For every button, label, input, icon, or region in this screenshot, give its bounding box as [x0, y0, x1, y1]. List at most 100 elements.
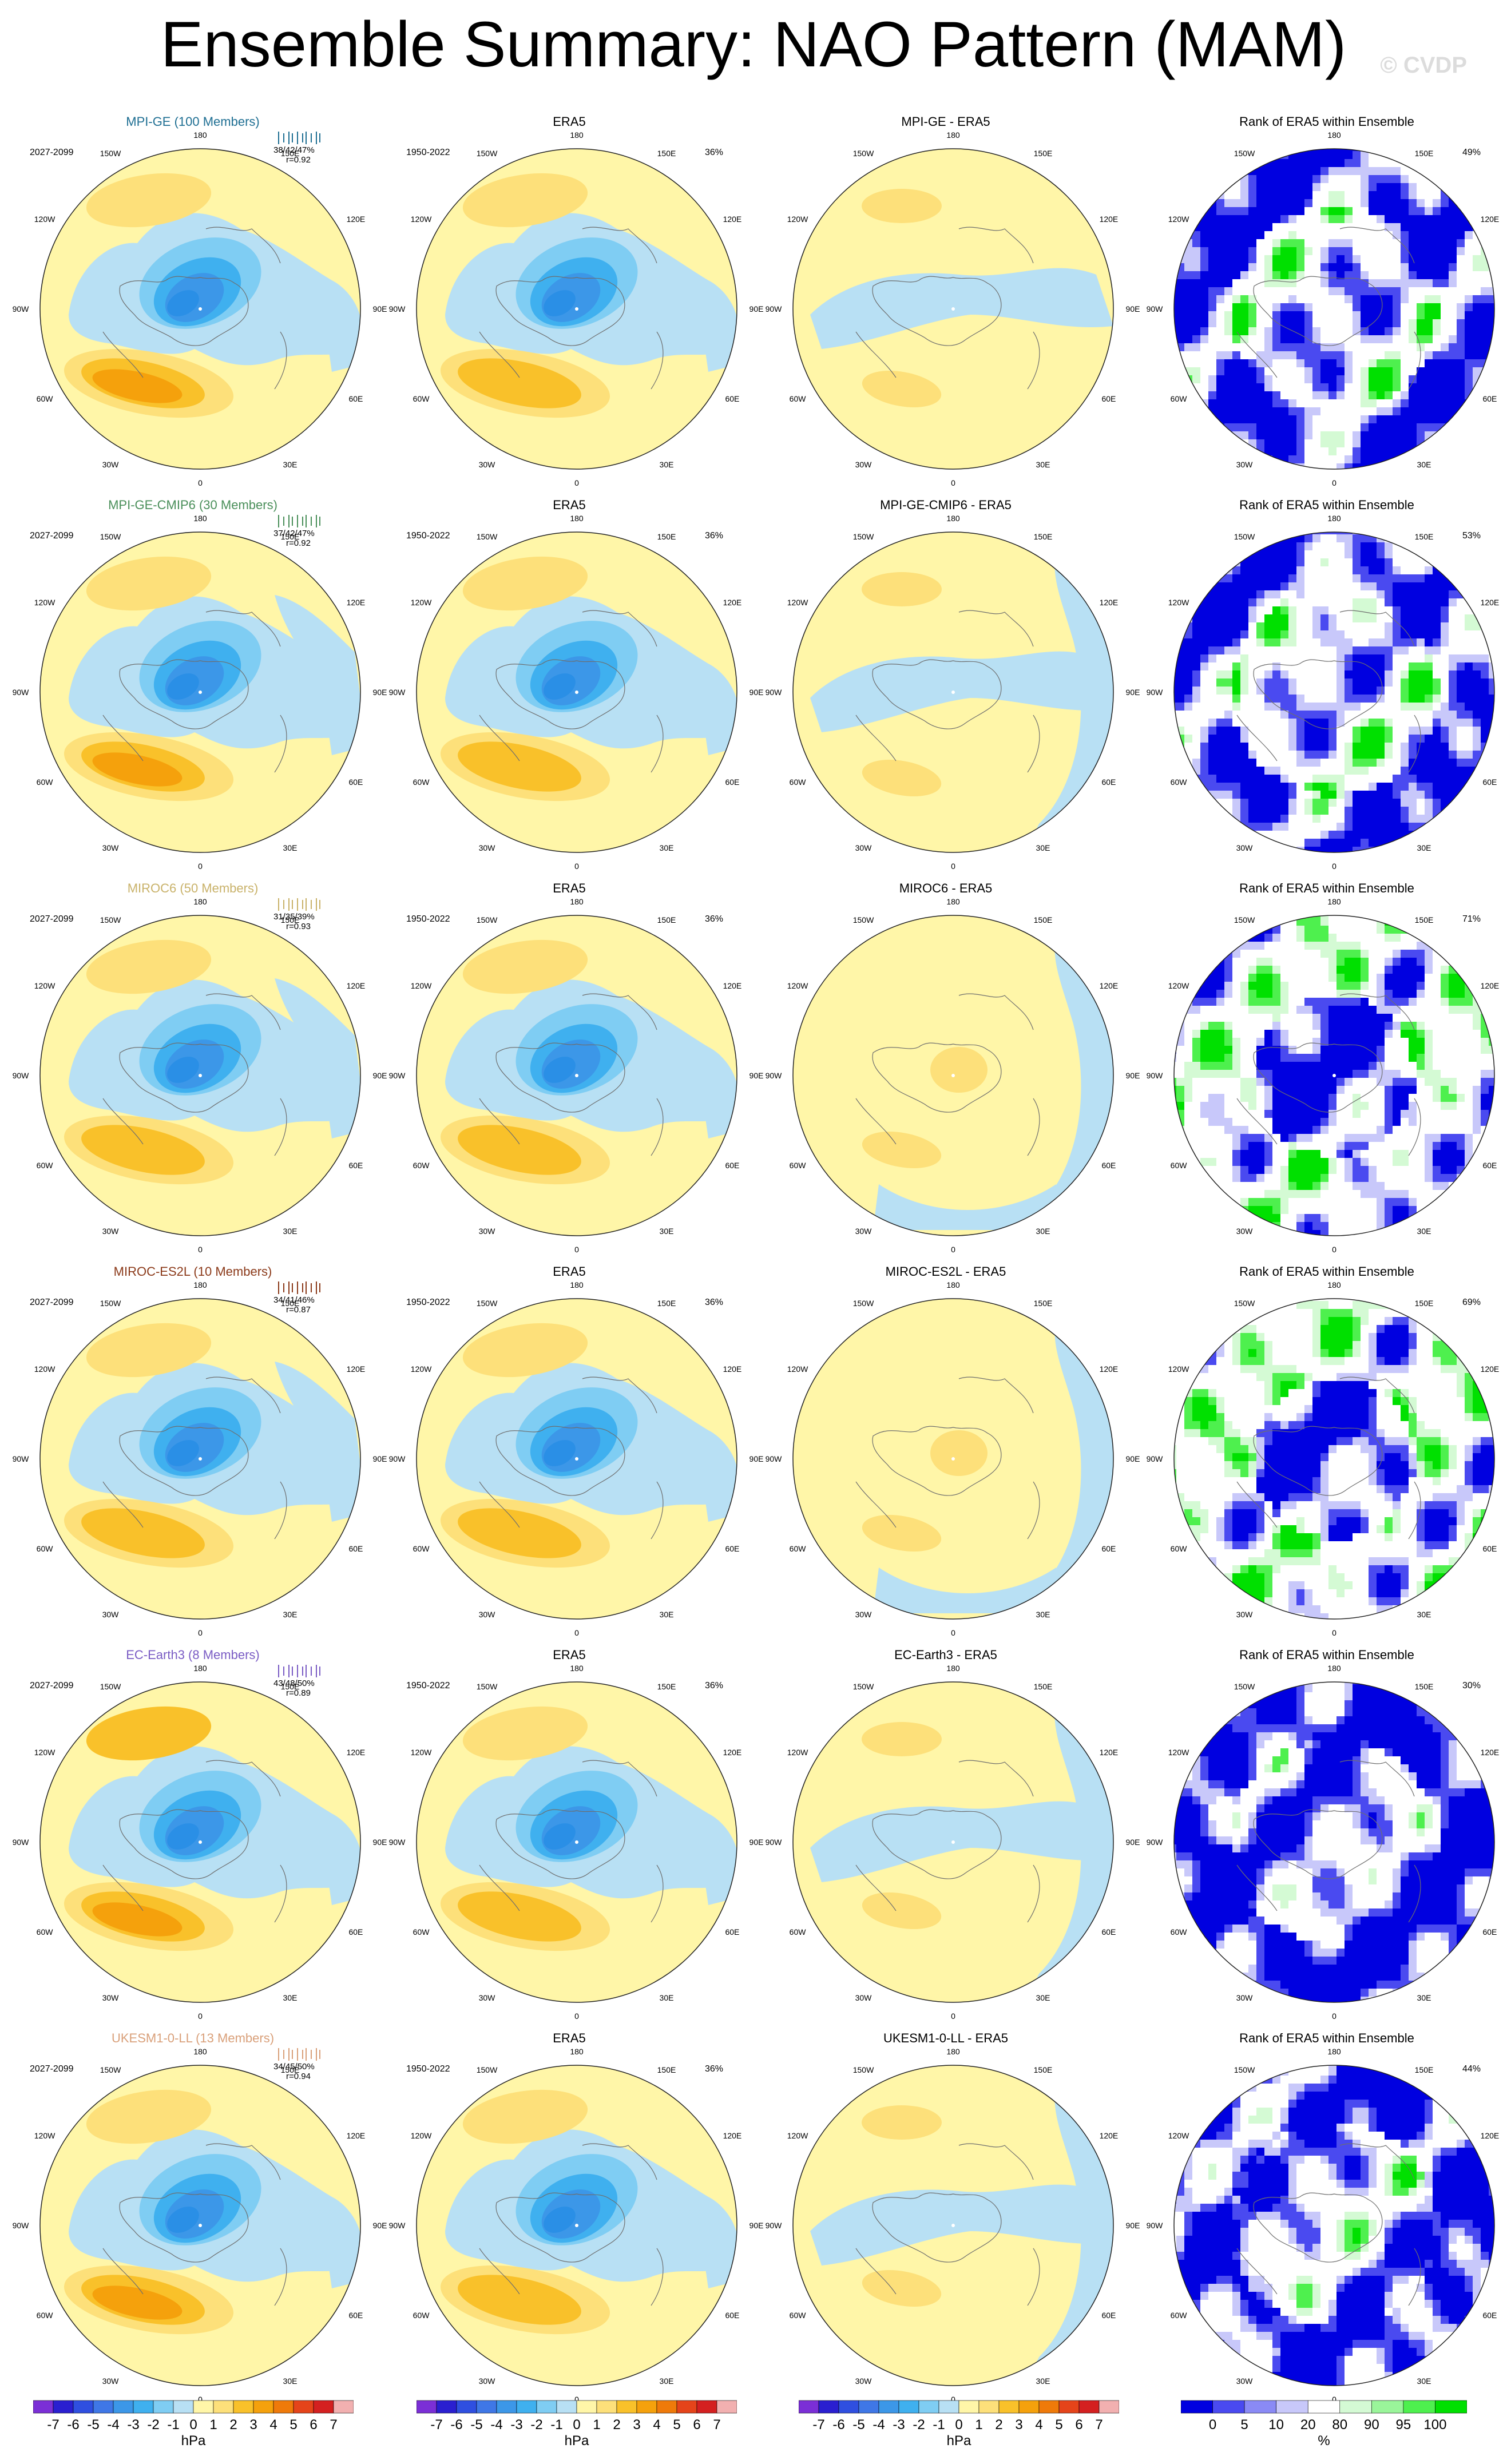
rank-cell — [1248, 1357, 1256, 1365]
rank-cell — [1296, 1182, 1304, 1190]
rank-cell — [1216, 359, 1224, 367]
rank-cell — [1361, 1517, 1369, 1525]
rank-cell — [1441, 1158, 1449, 1166]
rank-cell — [1272, 1509, 1280, 1517]
low-pressure-east — [326, 1476, 355, 1522]
rank-cell — [1320, 1158, 1328, 1166]
low-pressure-east — [703, 709, 731, 755]
lon-label-left: 90W — [388, 1071, 406, 1080]
rank-cell — [1409, 1333, 1417, 1341]
rank-cell — [1417, 695, 1425, 703]
difference-panel: MPI-GE-CMIP6 - ERA5 180 150E 120E 90E 60E 30E 0… — [758, 498, 1140, 881]
rank-cell — [1312, 622, 1320, 630]
rank-cell — [1361, 375, 1369, 383]
rank-cell — [1337, 391, 1345, 399]
rank-cell — [1192, 590, 1200, 598]
rank-cell — [1361, 855, 1369, 858]
rank-cell — [1353, 1102, 1361, 1110]
rank-cell — [1377, 542, 1385, 550]
rank-cell — [1216, 279, 1224, 287]
rank-cell — [1304, 1373, 1312, 1381]
rank-cell — [1288, 1381, 1296, 1389]
rank-cell — [1224, 1429, 1232, 1437]
rank-cell — [1369, 1389, 1377, 1397]
rank-cell — [1224, 199, 1232, 207]
rank-cell — [1497, 1469, 1500, 1477]
rank-cell — [1240, 1437, 1248, 1445]
rank-cell — [1232, 223, 1240, 231]
rank-cell — [1361, 279, 1369, 287]
rank-cell — [1465, 1006, 1473, 1014]
rank-cell — [1208, 719, 1216, 727]
rank-cell — [1409, 606, 1417, 614]
rank-cell — [1176, 423, 1184, 431]
rank-cell — [1272, 670, 1280, 679]
rank-cell — [1361, 167, 1369, 175]
rank-cell — [1337, 630, 1345, 638]
rank-cell — [1288, 799, 1296, 807]
rank-cell — [1304, 183, 1312, 191]
rank-cell — [1216, 598, 1224, 606]
rank-cell — [1174, 271, 1176, 279]
rank-cell — [1240, 391, 1248, 399]
rank-cell — [1184, 199, 1192, 207]
rank-cell — [1272, 1445, 1280, 1453]
rank-cell — [1304, 327, 1312, 335]
rank-cell — [1409, 727, 1417, 735]
rank-cell — [1288, 191, 1296, 199]
rank-cell — [1441, 149, 1449, 151]
rank-cell — [1473, 926, 1481, 934]
rank-cell — [1288, 207, 1296, 215]
rank-cell — [1401, 423, 1409, 431]
rank-cell — [1425, 295, 1433, 303]
rank-cell — [1208, 279, 1216, 287]
rank-cell — [1200, 223, 1208, 231]
rank-cell — [1224, 1126, 1232, 1134]
rank-cell — [1248, 415, 1256, 423]
rank-cell — [1248, 359, 1256, 367]
rank-cell — [1280, 239, 1288, 247]
rank-cell — [1176, 1557, 1184, 1565]
rank-cell — [1174, 679, 1176, 687]
rank-cell — [1216, 1054, 1224, 1062]
rank-cell — [1417, 638, 1425, 646]
rank-cell — [1272, 215, 1280, 223]
rank-cell — [1393, 231, 1401, 239]
rank-cell — [1345, 815, 1353, 823]
rank-cell — [1248, 1349, 1256, 1357]
rank-cell — [1353, 1309, 1361, 1317]
rank-cell — [1369, 807, 1377, 815]
rank-cell — [1312, 791, 1320, 799]
rank-cell — [1296, 1126, 1304, 1134]
rank-cell — [1385, 335, 1393, 343]
rank-cell — [1337, 1525, 1345, 1533]
rank-cell — [1272, 399, 1280, 407]
rank-cell — [1377, 670, 1385, 679]
rank-cell — [1216, 1445, 1224, 1453]
rank-cell — [1409, 998, 1417, 1006]
rank-cell — [1264, 934, 1272, 942]
rank-cell — [1481, 1525, 1489, 1533]
rank-cell — [1192, 918, 1200, 926]
rank-cell — [1256, 1429, 1264, 1437]
rank-cell — [1417, 966, 1425, 974]
rank-cell — [1441, 1365, 1449, 1373]
rank-cell — [1328, 942, 1337, 950]
rank-cell — [1240, 815, 1248, 823]
lon-label-upper_right: 150E — [1033, 915, 1053, 925]
rank-cell — [1192, 375, 1200, 383]
rank-cell — [1216, 255, 1224, 263]
rank-cell — [1224, 847, 1232, 852]
rank-cell — [1449, 966, 1457, 974]
rank-cell — [1385, 1317, 1393, 1325]
rank-cell — [1489, 1381, 1494, 1389]
rank-cell — [1457, 1501, 1465, 1509]
rank-cell — [1425, 263, 1433, 271]
rank-cell — [1409, 751, 1417, 759]
rank-cell — [1449, 247, 1457, 255]
rank-cell — [1176, 630, 1184, 638]
rank-cell — [1184, 319, 1192, 327]
rank-cell — [1489, 1501, 1494, 1509]
rank-cell — [1184, 1357, 1192, 1365]
rank-cell — [1184, 191, 1192, 199]
